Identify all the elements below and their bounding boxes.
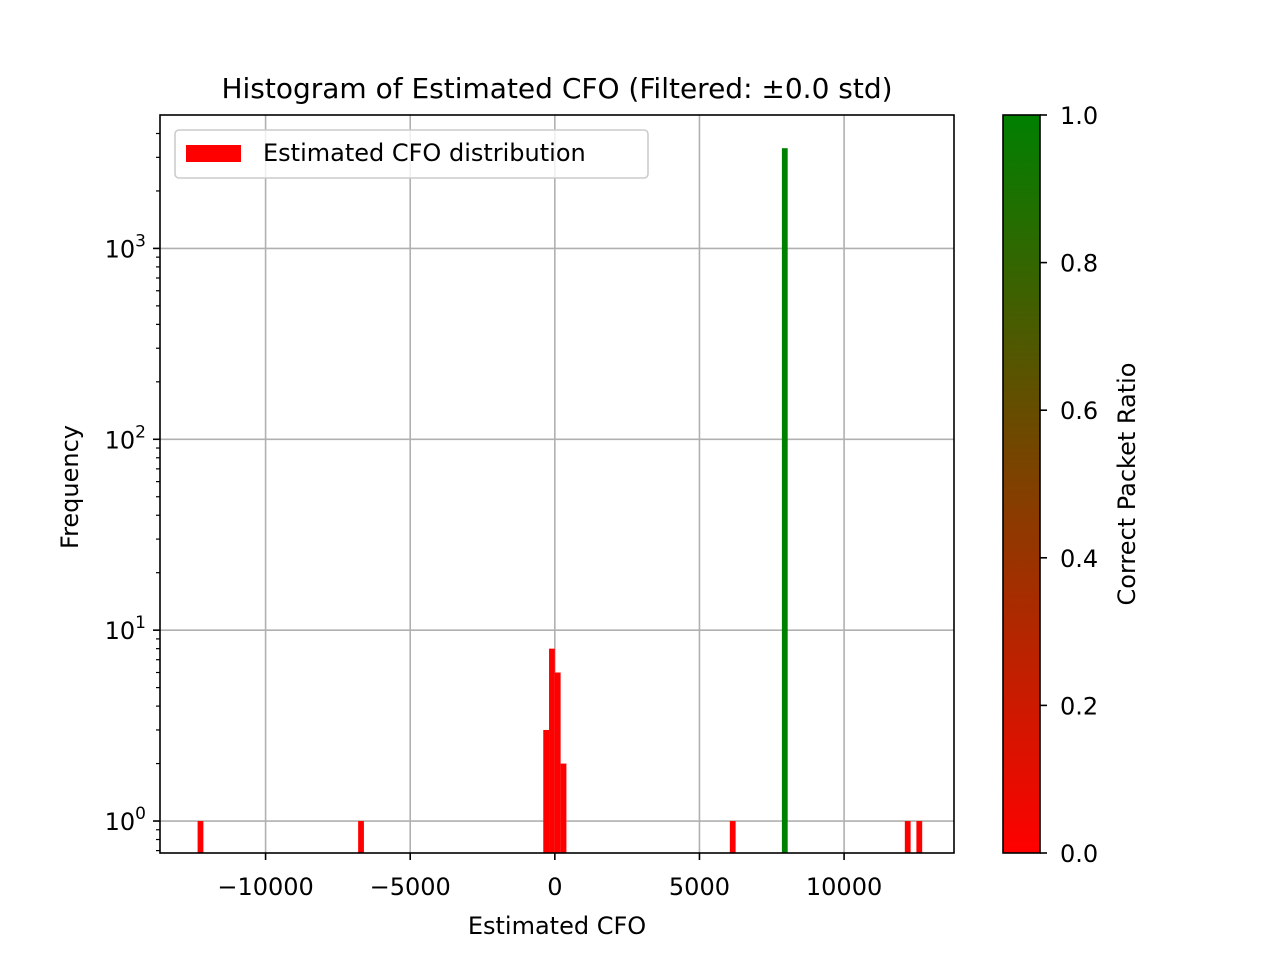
histogram-bar [781,148,788,853]
histogram-bar [916,821,923,853]
histogram-bar [543,729,550,853]
legend-box [174,129,649,179]
colorbar-tick-label: 0.2 [1060,692,1098,720]
y-tick-label: 100 [105,804,146,836]
legend: Estimated CFO distribution [174,129,649,179]
x-tick-label: 10000 [806,873,882,901]
histogram-bar [904,821,911,853]
y-axis-ticks: 100 101 102 103 [105,132,160,852]
x-axis-ticks: −10000 −5000 0 5000 10000 [217,853,882,901]
colorbar-tick-label: 0.4 [1060,545,1098,573]
chart-title: Histogram of Estimated CFO (Filtered: ±0… [221,72,892,105]
histogram-bar [560,763,567,853]
colorbar-tick-label: 0.0 [1060,840,1098,868]
colorbar-label: Correct Packet Ratio [1113,363,1141,606]
y-tick-label: 103 [105,231,146,263]
histogram-bar [358,821,364,853]
colorbar-tick-label: 1.0 [1060,102,1098,130]
histogram-bar [554,672,561,853]
histogram-bar [197,821,204,853]
colorbar-ticks: 0.0 0.2 0.4 0.6 0.8 1.0 [1040,102,1098,868]
histogram-bars [197,148,923,853]
x-tick-label: 0 [547,873,562,901]
legend-label: Estimated CFO distribution [263,139,586,167]
colorbar: 0.0 0.2 0.4 0.6 0.8 1.0 Correct Packet Ratio [1002,102,1141,868]
y-tick-label: 101 [105,613,146,645]
y-tick-label: 102 [105,422,146,454]
x-tick-label: 5000 [669,873,730,901]
x-tick-label: −5000 [370,873,451,901]
x-tick-label: −10000 [217,873,313,901]
plot-frame [159,114,955,854]
colorbar-tick-label: 0.8 [1060,250,1098,278]
x-axis-label: Estimated CFO [468,912,646,940]
colorbar-tick-label: 0.6 [1060,397,1098,425]
histogram-bar [729,821,736,853]
y-axis-label: Frequency [56,425,84,549]
colorbar-gradient [1002,114,1041,854]
histogram-bar [549,648,555,853]
legend-swatch [186,145,241,162]
